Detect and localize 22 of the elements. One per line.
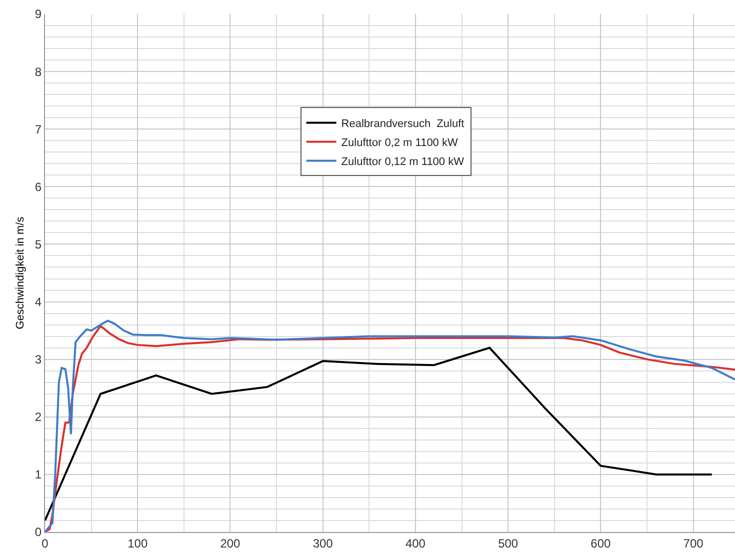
x-tick-label: 400 <box>405 536 426 550</box>
x-tick-label: 300 <box>312 536 334 550</box>
y-tick-label: 5 <box>34 237 42 252</box>
y-tick-label: 3 <box>34 352 42 367</box>
legend-label: Realbrandversuch Zuluft <box>341 118 464 130</box>
x-tick-label: 100 <box>128 536 148 550</box>
y-tick-label: 7 <box>34 122 42 136</box>
x-tick-label: 600 <box>590 536 612 550</box>
y-tick-label: 8 <box>34 64 42 79</box>
y-tick-label: 9 <box>34 7 42 22</box>
y-tick-label: 4 <box>34 294 42 309</box>
x-tick-label: 200 <box>220 536 241 550</box>
legend-label: Zulufttor 0,12 m 1100 kW <box>341 156 465 168</box>
x-tick-label: 700 <box>683 536 704 550</box>
line-series <box>45 346 713 522</box>
y-tick-label: 0 <box>34 525 42 540</box>
y-tick-label: 2 <box>34 410 42 424</box>
y-tick-label: 6 <box>34 180 42 194</box>
y-axis-title: Geschwindigkeit in m/s <box>14 216 27 330</box>
x-tick-label: 500 <box>498 536 518 550</box>
legend-label: Zulufttor 0,2 m 1100 kW <box>341 137 458 150</box>
y-tick-label: 1 <box>34 468 42 482</box>
